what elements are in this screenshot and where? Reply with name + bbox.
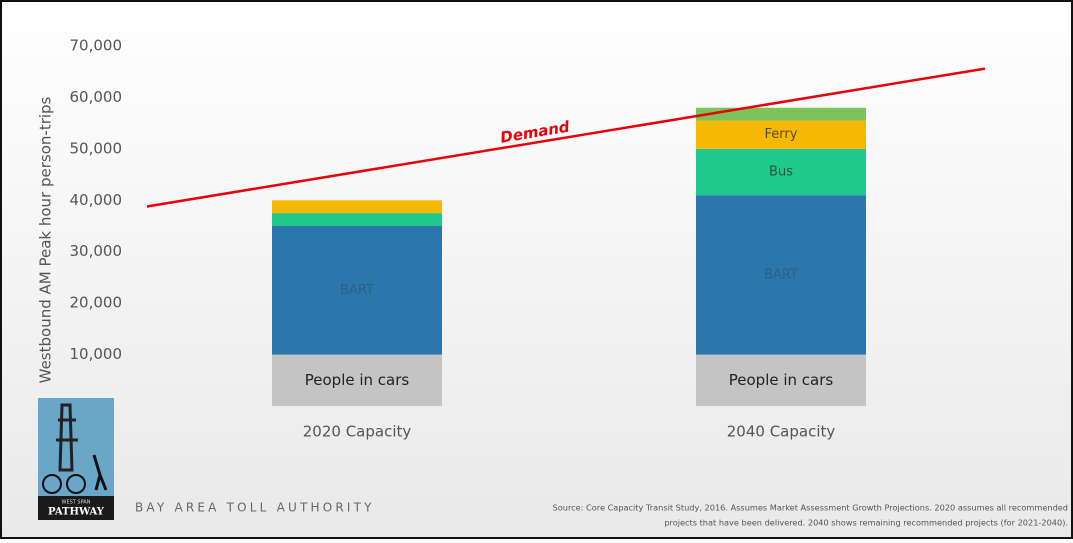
bar-segment bbox=[696, 354, 866, 406]
organization: BAY AREA TOLL AUTHORITY bbox=[135, 501, 375, 515]
logo-wheel bbox=[42, 474, 62, 494]
source: Source: Core Capacity Transit Study, 201… bbox=[553, 503, 1068, 513]
segment-label: Bus bbox=[769, 165, 793, 180]
segment-label: People in cars bbox=[729, 371, 834, 389]
logo-walker bbox=[92, 454, 108, 491]
segment-label: BART bbox=[340, 283, 374, 298]
logo-top-text: WEST SPAN bbox=[62, 500, 91, 506]
logo-tower bbox=[56, 403, 78, 472]
logo-band bbox=[38, 496, 114, 520]
y-tick-label: 40,000 bbox=[70, 191, 123, 209]
y-tick-label: 10,000 bbox=[70, 345, 123, 363]
source: projects that have been delivered. 2040 … bbox=[664, 518, 1068, 528]
logo-wheel bbox=[66, 474, 86, 494]
y-tick-label: 20,000 bbox=[70, 294, 123, 312]
y-tick-label: 70,000 bbox=[70, 37, 123, 55]
y-tick-label: 30,000 bbox=[70, 242, 123, 260]
logo-text: PATHWAY bbox=[48, 507, 105, 518]
bar-segment bbox=[696, 148, 866, 196]
y-axis-label: Westbound AM Peak hour person-trips bbox=[37, 96, 55, 383]
segment-label: BART bbox=[764, 267, 798, 282]
bar-segment bbox=[272, 226, 442, 355]
bar-segment bbox=[272, 213, 442, 226]
bar-segment bbox=[696, 195, 866, 355]
y-tick-label: 60,000 bbox=[70, 88, 123, 106]
segment-label: Ferry bbox=[765, 127, 798, 142]
x-tick-label: 2040 Capacity bbox=[727, 423, 836, 441]
segment-label: People in cars bbox=[305, 371, 410, 389]
bar-segment bbox=[272, 354, 442, 406]
logo: WEST SPAN PATHWAY bbox=[38, 398, 114, 520]
bar-segment bbox=[272, 200, 442, 214]
y-tick-label: 50,000 bbox=[70, 139, 123, 157]
demand-line bbox=[146, 67, 986, 208]
bar-segment bbox=[696, 107, 866, 121]
x-tick-label: 2020 Capacity bbox=[303, 423, 412, 441]
bar-segment bbox=[696, 120, 866, 149]
